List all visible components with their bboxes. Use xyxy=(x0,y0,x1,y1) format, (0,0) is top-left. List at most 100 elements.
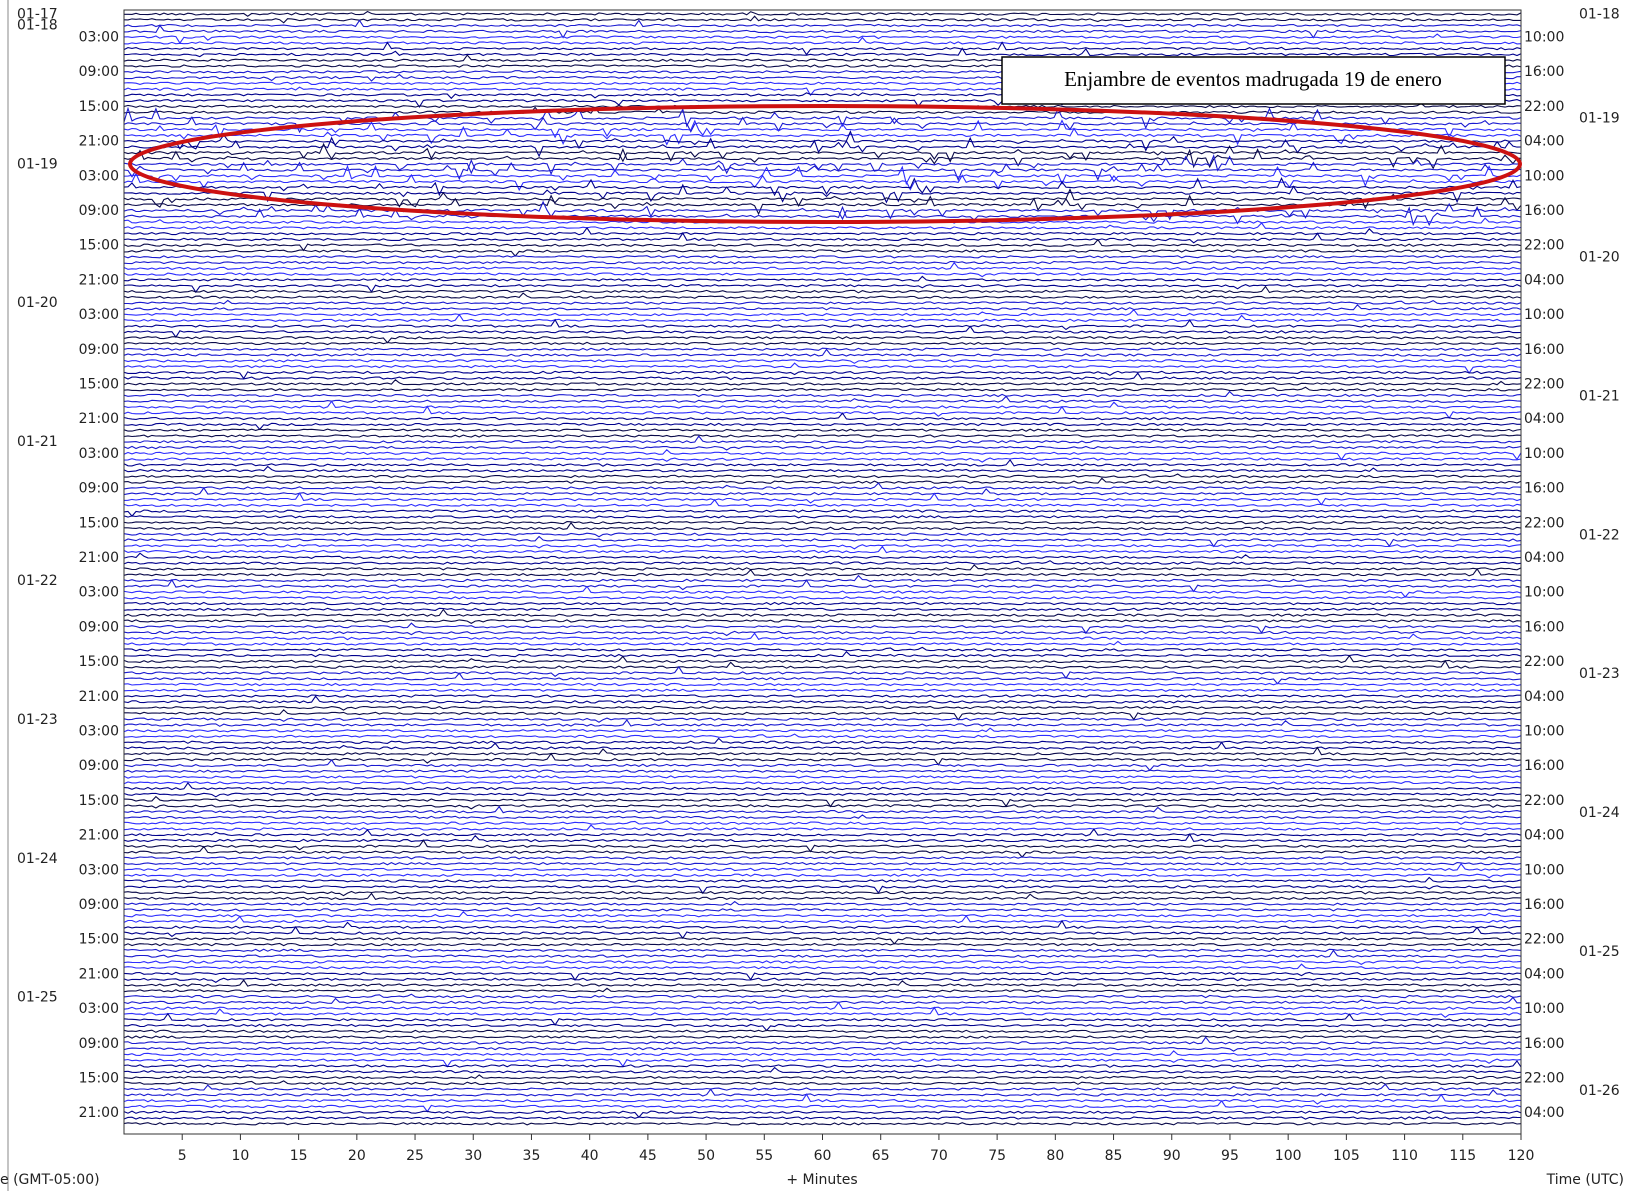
trace xyxy=(123,630,1522,637)
trace xyxy=(123,498,1522,508)
right-time-label: 10:00 xyxy=(1524,446,1564,462)
x-tick-label: 35 xyxy=(523,1148,541,1164)
trace xyxy=(123,130,1522,152)
right-axis-label: Time (UTC) xyxy=(1546,1172,1624,1188)
trace xyxy=(123,106,1522,114)
trace xyxy=(124,435,1522,444)
trace xyxy=(123,911,1522,918)
trace xyxy=(123,487,1522,496)
trace xyxy=(123,996,1521,1005)
right-time-label: 10:00 xyxy=(1524,862,1564,878)
trace xyxy=(123,428,1522,432)
trace xyxy=(123,1050,1522,1057)
trace xyxy=(123,814,1522,820)
right-time-label: 04:00 xyxy=(1524,411,1564,427)
trace xyxy=(123,370,1522,380)
x-tick-label: 25 xyxy=(406,1148,424,1164)
left-time-label: 15:00 xyxy=(79,932,119,948)
trace xyxy=(123,862,1522,872)
trace xyxy=(123,688,1522,693)
left-date-label: 01-23 xyxy=(17,712,58,728)
trace xyxy=(123,792,1522,798)
left-time-label: 21:00 xyxy=(79,550,119,566)
annotation: Enjambre de eventos madrugada 19 de ener… xyxy=(1064,67,1442,91)
right-time-label: 04:00 xyxy=(1524,272,1564,288)
left-time-label: 21:00 xyxy=(79,1105,119,1121)
trace xyxy=(123,578,1522,593)
trace xyxy=(123,1074,1522,1080)
trace xyxy=(123,347,1522,351)
left-time-label: 15:00 xyxy=(79,377,119,393)
trace xyxy=(123,313,1522,323)
right-time-label: 16:00 xyxy=(1524,342,1564,358)
trace xyxy=(123,727,1522,733)
trace xyxy=(123,422,1521,431)
trace xyxy=(123,914,1521,924)
trace xyxy=(123,372,1522,381)
trace xyxy=(123,1029,1522,1034)
right-time-label: 16:00 xyxy=(1524,1036,1564,1052)
trace xyxy=(123,873,1522,879)
left-time-label: 21:00 xyxy=(79,828,119,844)
trace xyxy=(123,632,1522,641)
trace xyxy=(123,1036,1522,1045)
trace xyxy=(123,15,1521,24)
trace xyxy=(123,1046,1522,1052)
trace xyxy=(123,622,1522,635)
trace xyxy=(123,386,1522,392)
trace xyxy=(123,147,1522,170)
trace xyxy=(123,457,1522,463)
right-time-label: 22:00 xyxy=(1524,932,1564,948)
trace xyxy=(123,335,1522,344)
trace xyxy=(123,1088,1522,1097)
x-tick-label: 105 xyxy=(1333,1148,1360,1164)
trace xyxy=(123,979,1522,987)
trace xyxy=(123,856,1522,860)
trace xyxy=(123,158,1522,182)
trace xyxy=(123,1122,1522,1126)
right-time-label: 10:00 xyxy=(1524,168,1564,184)
trace xyxy=(123,515,1522,519)
trace xyxy=(123,942,1522,947)
right-time-label: 04:00 xyxy=(1524,550,1564,566)
trace xyxy=(123,325,1522,339)
trace xyxy=(123,820,1522,825)
trace xyxy=(123,1066,1522,1074)
right-time-label: 16:00 xyxy=(1524,897,1564,913)
trace xyxy=(123,654,1522,664)
trace xyxy=(123,876,1522,883)
right-time-label: 10:00 xyxy=(1524,30,1564,46)
left-time-label: 15:00 xyxy=(79,99,119,115)
right-time-label: 22:00 xyxy=(1524,377,1564,393)
right-time-label: 04:00 xyxy=(1524,966,1564,982)
x-tick-label: 100 xyxy=(1275,1148,1302,1164)
trace xyxy=(123,520,1522,525)
trace xyxy=(123,395,1522,403)
trace xyxy=(123,948,1522,953)
left-date-label: 01-17 xyxy=(17,7,58,23)
trace xyxy=(123,890,1522,897)
left-time-label: 03:00 xyxy=(79,30,119,46)
right-time-label: 22:00 xyxy=(1524,1071,1564,1087)
trace xyxy=(124,709,1522,721)
trace xyxy=(123,719,1522,727)
left-time-label: 09:00 xyxy=(79,758,119,774)
trace xyxy=(123,292,1522,299)
right-date-label: 01-25 xyxy=(1579,944,1620,960)
trace xyxy=(123,116,1522,134)
trace xyxy=(123,906,1522,912)
left-time-label: 03:00 xyxy=(79,307,119,323)
trace xyxy=(123,963,1522,970)
x-tick-label: 110 xyxy=(1391,1148,1418,1164)
trace xyxy=(123,142,1522,163)
left-time-label: 15:00 xyxy=(79,515,119,531)
trace xyxy=(123,200,1522,221)
trace xyxy=(123,752,1522,766)
left-time-label: 09:00 xyxy=(79,203,119,219)
left-time-label: 21:00 xyxy=(79,411,119,427)
trace xyxy=(123,33,1522,45)
right-date-label: 01-21 xyxy=(1579,388,1620,404)
left-time-label: 03:00 xyxy=(79,1001,119,1017)
trace xyxy=(123,1058,1522,1068)
trace xyxy=(123,640,1522,646)
